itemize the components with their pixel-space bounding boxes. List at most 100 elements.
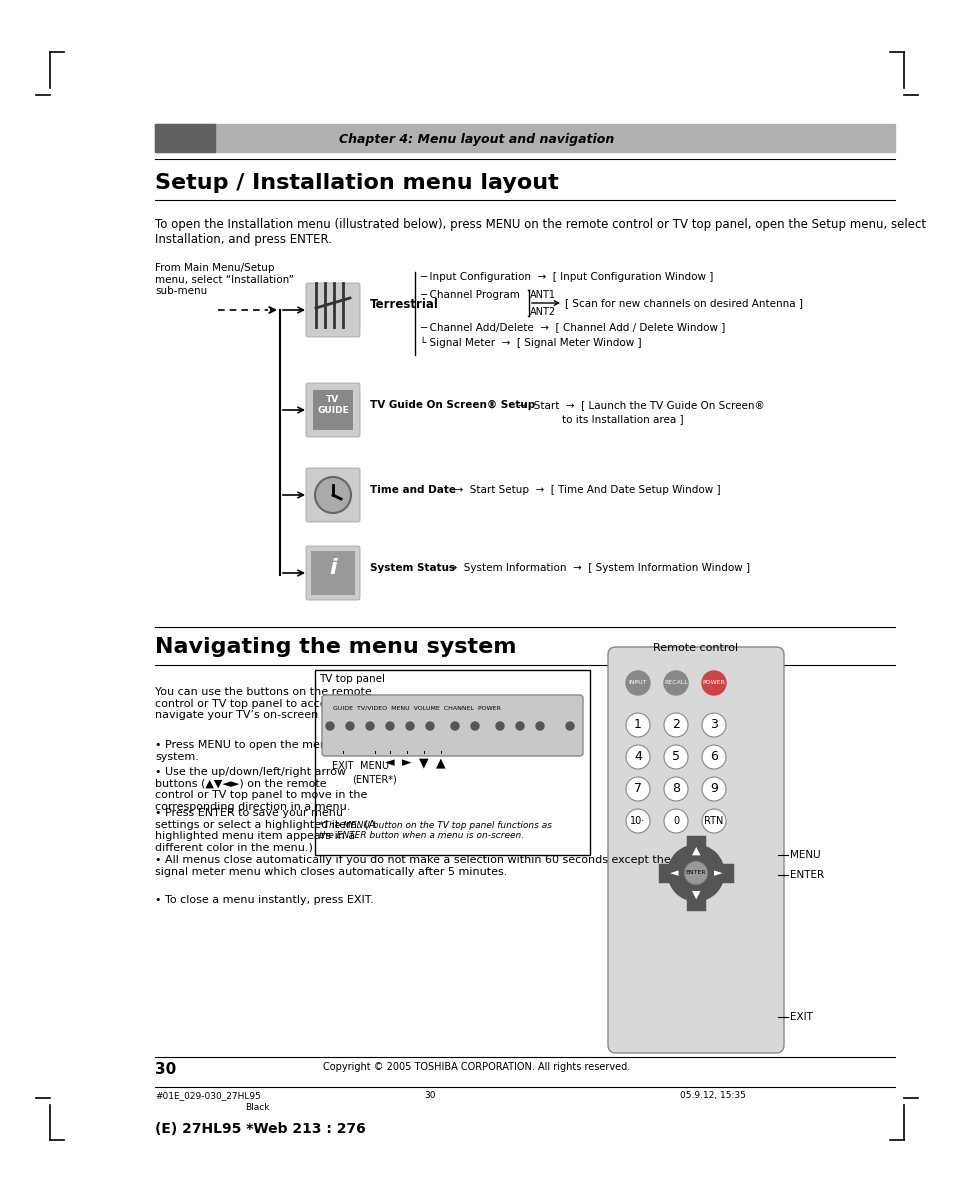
- Text: i: i: [329, 558, 336, 577]
- Text: You can use the buttons on the remote
control or TV top panel to access and
navi: You can use the buttons on the remote co…: [154, 687, 400, 721]
- Text: ►: ►: [402, 756, 412, 769]
- Text: ENTER: ENTER: [789, 870, 823, 880]
- Circle shape: [326, 722, 334, 730]
- Circle shape: [663, 713, 687, 737]
- Circle shape: [663, 670, 687, 696]
- Text: ◄: ◄: [669, 869, 678, 878]
- Text: EXIT: EXIT: [789, 1012, 812, 1022]
- Text: 05.9.12, 15:35: 05.9.12, 15:35: [679, 1092, 745, 1100]
- Text: [ Scan for new channels on desired Antenna ]: [ Scan for new channels on desired Anten…: [564, 298, 802, 308]
- Text: MENU: MENU: [360, 761, 389, 771]
- Text: 30: 30: [424, 1092, 436, 1100]
- Text: *The MENU button on the TV top panel functions as
the ENTER button when a menu i: *The MENU button on the TV top panel fun…: [318, 821, 552, 840]
- Text: ─ Input Configuration  →  [ Input Configuration Window ]: ─ Input Configuration → [ Input Configur…: [419, 272, 713, 282]
- Text: ▲: ▲: [436, 756, 445, 769]
- Circle shape: [701, 744, 725, 769]
- Circle shape: [451, 722, 458, 730]
- Circle shape: [625, 670, 649, 696]
- Text: #01E_029-030_27HL95: #01E_029-030_27HL95: [154, 1092, 260, 1100]
- Circle shape: [386, 722, 394, 730]
- Text: 9: 9: [709, 783, 718, 796]
- Text: Copyright © 2005 TOSHIBA CORPORATION. All rights reserved.: Copyright © 2005 TOSHIBA CORPORATION. Al…: [323, 1062, 630, 1073]
- Circle shape: [314, 477, 351, 513]
- Text: 10·: 10·: [630, 816, 645, 826]
- Text: Setup / Installation menu layout: Setup / Installation menu layout: [154, 173, 558, 193]
- Circle shape: [701, 809, 725, 833]
- Text: To open the Installation menu (illustrated below), press MENU on the remote cont: To open the Installation menu (illustrat…: [154, 218, 925, 246]
- Bar: [314, 670, 589, 855]
- Circle shape: [625, 809, 649, 833]
- Text: EXIT: EXIT: [332, 761, 354, 771]
- Text: TV Guide On Screen® Setup: TV Guide On Screen® Setup: [370, 400, 535, 410]
- Text: Remote control: Remote control: [653, 643, 738, 653]
- Text: System Status: System Status: [370, 563, 455, 573]
- FancyBboxPatch shape: [306, 546, 359, 600]
- Text: (ENTER*): (ENTER*): [353, 774, 397, 784]
- FancyBboxPatch shape: [306, 383, 359, 437]
- Text: From Main Menu/Setup
menu, select “Installation”
sub-menu: From Main Menu/Setup menu, select “Insta…: [154, 262, 294, 296]
- Text: 1: 1: [634, 718, 641, 731]
- Circle shape: [426, 722, 434, 730]
- FancyBboxPatch shape: [322, 696, 582, 756]
- Text: 6: 6: [709, 750, 718, 764]
- Text: →  System Information  →  [ System Information Window ]: → System Information → [ System Informat…: [441, 563, 749, 573]
- Text: ▲: ▲: [691, 846, 700, 857]
- Circle shape: [471, 722, 478, 730]
- Text: 4: 4: [634, 750, 641, 764]
- Text: ▼: ▼: [418, 756, 428, 769]
- Bar: [154, 124, 894, 152]
- Text: Black: Black: [245, 1104, 269, 1112]
- Text: 0: 0: [672, 816, 679, 826]
- Text: Terrestrial: Terrestrial: [370, 298, 438, 311]
- Text: 8: 8: [671, 783, 679, 796]
- Text: ─ Channel Program: ─ Channel Program: [419, 290, 519, 299]
- Bar: [313, 390, 353, 429]
- FancyBboxPatch shape: [306, 468, 359, 523]
- Text: TV
GUIDE: TV GUIDE: [316, 395, 349, 415]
- Text: →  Start Setup  →  [ Time And Date Setup Window ]: → Start Setup → [ Time And Date Setup Wi…: [448, 486, 720, 495]
- Text: INPUT: INPUT: [628, 680, 647, 686]
- Text: 3: 3: [709, 718, 718, 731]
- Circle shape: [406, 722, 414, 730]
- Circle shape: [667, 845, 723, 901]
- Circle shape: [663, 777, 687, 801]
- Text: • To close a menu instantly, press EXIT.: • To close a menu instantly, press EXIT.: [154, 895, 374, 905]
- Circle shape: [625, 744, 649, 769]
- Circle shape: [701, 670, 725, 696]
- Text: GUIDE  TV/VIDEO  MENU  VOLUME  CHANNEL  POWER: GUIDE TV/VIDEO MENU VOLUME CHANNEL POWER: [333, 706, 500, 711]
- FancyBboxPatch shape: [607, 647, 783, 1053]
- Circle shape: [625, 713, 649, 737]
- Text: →  Start  →  [ Launch the TV Guide On Screen®: → Start → [ Launch the TV Guide On Scree…: [512, 400, 764, 410]
- Text: • Press MENU to open the menu
system.: • Press MENU to open the menu system.: [154, 740, 334, 761]
- Text: MENU: MENU: [789, 849, 820, 860]
- Text: Navigating the menu system: Navigating the menu system: [154, 637, 516, 657]
- Text: 7: 7: [634, 783, 641, 796]
- Text: ─ Channel Add/Delete  →  [ Channel Add / Delete Window ]: ─ Channel Add/Delete → [ Channel Add / D…: [419, 322, 724, 332]
- Text: Chapter 4: Menu layout and navigation: Chapter 4: Menu layout and navigation: [339, 132, 614, 146]
- Circle shape: [701, 713, 725, 737]
- Text: POWER: POWER: [701, 680, 724, 686]
- Circle shape: [625, 777, 649, 801]
- Text: Time and Date: Time and Date: [370, 486, 456, 495]
- Circle shape: [701, 777, 725, 801]
- Text: ANT2: ANT2: [530, 307, 556, 317]
- Circle shape: [683, 861, 707, 885]
- Text: (E) 27HL95 *Web 213 : 276: (E) 27HL95 *Web 213 : 276: [154, 1121, 365, 1136]
- Bar: [154, 124, 214, 152]
- Text: ◄: ◄: [385, 756, 395, 769]
- Text: RTN: RTN: [703, 816, 723, 826]
- Circle shape: [565, 722, 574, 730]
- Circle shape: [516, 722, 523, 730]
- Circle shape: [663, 809, 687, 833]
- Circle shape: [496, 722, 503, 730]
- Text: └ Signal Meter  →  [ Signal Meter Window ]: └ Signal Meter → [ Signal Meter Window ]: [419, 336, 641, 348]
- Text: RECALL: RECALL: [663, 680, 687, 686]
- Text: • All menus close automatically if you do not make a selection within 60 seconds: • All menus close automatically if you d…: [154, 855, 670, 877]
- FancyBboxPatch shape: [306, 283, 359, 336]
- Bar: [311, 551, 355, 595]
- Text: 5: 5: [671, 750, 679, 764]
- Text: 30: 30: [154, 1062, 176, 1077]
- Text: ►: ►: [713, 869, 721, 878]
- Text: 2: 2: [671, 718, 679, 731]
- Circle shape: [536, 722, 543, 730]
